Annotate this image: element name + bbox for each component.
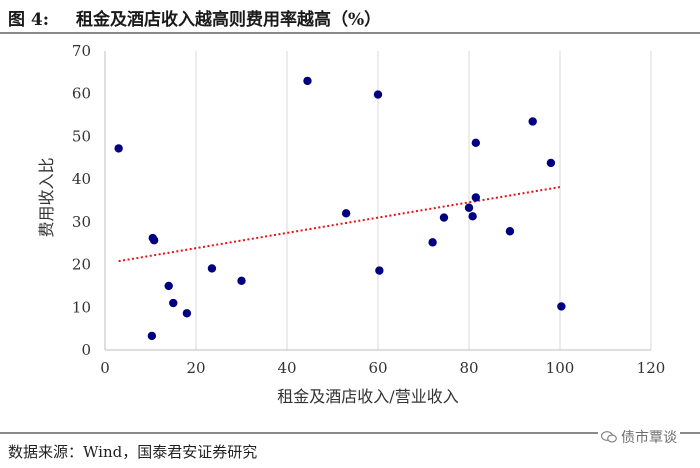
data-point (149, 236, 159, 245)
data-point (557, 302, 566, 311)
data-point (528, 117, 537, 126)
y-tick-label: 0 (81, 341, 91, 359)
y-tick-label: 60 (72, 85, 91, 103)
x-tick-label: 0 (100, 359, 110, 377)
y-axis-label: 费用收入比 (37, 157, 56, 237)
data-point (546, 158, 556, 168)
trendline-group (118, 185, 562, 263)
data-point (439, 213, 449, 222)
source-note: 数据来源：Wind，国泰君安证券研究 (8, 443, 258, 461)
data-point (164, 281, 173, 291)
footer-divider (0, 432, 700, 434)
data-point (505, 227, 515, 236)
data-point (471, 193, 481, 202)
figure-title: 租金及酒店收入越高则费用率越高（%） (76, 10, 382, 30)
trendline (118, 185, 562, 263)
data-point (207, 264, 217, 273)
y-tick-label: 10 (72, 298, 91, 316)
y-tick-label: 40 (72, 170, 91, 188)
x-tick-label: 60 (368, 359, 387, 377)
data-point (341, 209, 351, 218)
figure-label: 图 4: (8, 10, 50, 30)
x-tick-label: 100 (546, 359, 575, 377)
data-points (114, 76, 566, 341)
x-tick-label: 20 (186, 359, 205, 377)
data-point (303, 76, 312, 86)
x-tick-label: 40 (277, 359, 296, 377)
gridlines (195, 51, 652, 350)
data-point (468, 212, 477, 221)
data-point (428, 238, 437, 247)
data-point (471, 138, 481, 148)
axis-labels: 租金及酒店收入/营业收入 费用收入比 (37, 157, 459, 406)
wechat-icon (601, 431, 617, 443)
data-point (147, 331, 157, 341)
y-tick-label: 50 (72, 127, 91, 145)
y-tick-label: 30 (72, 213, 91, 231)
x-tick-label: 120 (637, 359, 666, 377)
data-point (182, 309, 192, 318)
watermark: 债市覃谈 (598, 427, 680, 447)
data-point (375, 266, 384, 275)
watermark-text: 债市覃谈 (621, 430, 677, 446)
data-point (464, 203, 474, 212)
figure-header: 图 4: 租金及酒店收入越高则费用率越高（%） (0, 0, 700, 34)
x-axis-label: 租金及酒店收入/营业收入 (277, 387, 458, 406)
scatter-chart: 0 20 40 60 80 100 120 0 10 20 30 40 50 60 70 租金及酒店收入/营… (37, 42, 665, 406)
y-tick-label: 70 (72, 42, 91, 60)
data-point (169, 298, 178, 308)
axes: 0 20 40 60 80 100 120 0 10 20 30 40 50 60 70 (72, 42, 665, 377)
data-point (114, 144, 123, 153)
data-point (237, 276, 246, 286)
y-tick-label: 20 (72, 256, 91, 274)
x-tick-label: 80 (459, 359, 478, 377)
data-point (373, 90, 383, 99)
